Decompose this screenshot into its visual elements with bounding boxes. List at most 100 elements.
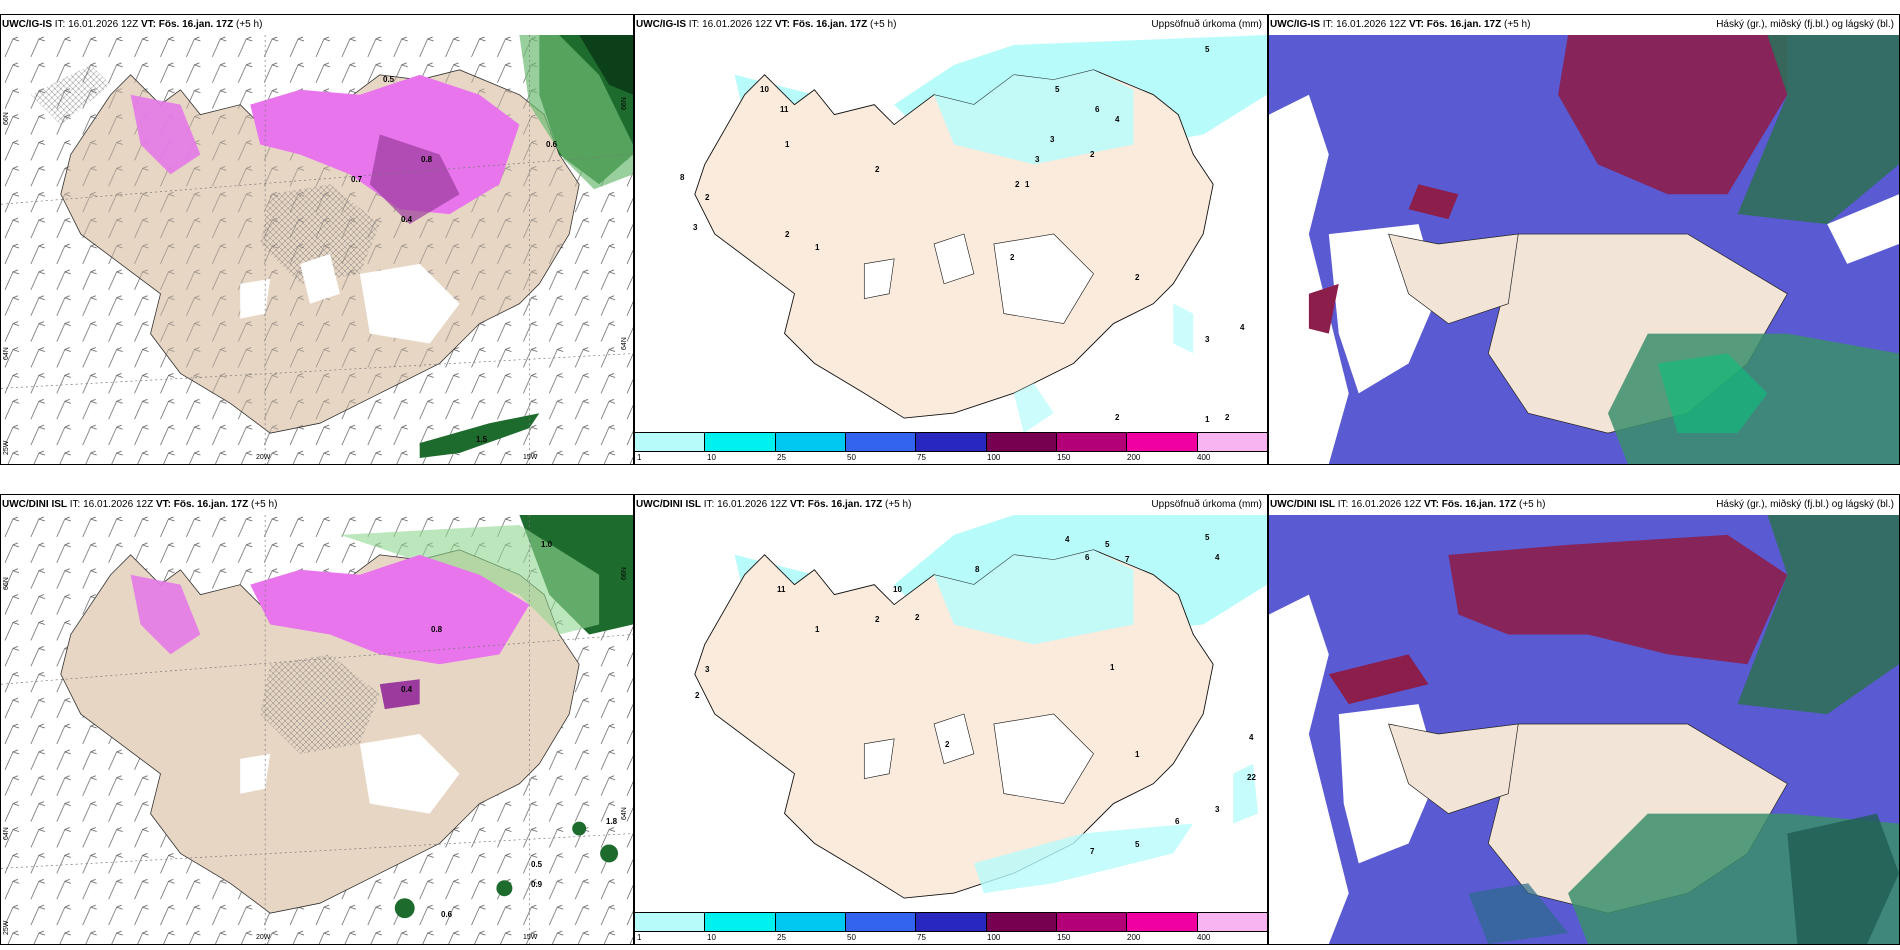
init-time: IT: 16.01.2026 12Z: [69, 499, 154, 510]
lon-label-20: 20W: [256, 934, 271, 941]
precip-value: 2: [1135, 273, 1140, 282]
colorbar-tick: 100: [987, 933, 1001, 942]
colorbar-tick: 50: [847, 453, 856, 462]
lead-time: (+5 h): [1519, 499, 1546, 510]
colorbar-swatch: [986, 433, 1057, 451]
colorbar: [635, 912, 1267, 932]
colorbar-tick: 1: [637, 453, 642, 462]
precip-value: 11: [777, 585, 786, 594]
model-name: UWC/DINI ISL: [1270, 499, 1335, 510]
colorbar: [635, 432, 1267, 452]
map-area: [1, 35, 633, 464]
precip-value: 7: [1125, 555, 1130, 564]
wind-value: 0.7: [351, 175, 363, 184]
lead-time: (+5 h): [1504, 19, 1531, 30]
map-area: [1269, 515, 1899, 944]
wind-value: 1.5: [476, 435, 488, 444]
model-name: UWC/IG-IS: [2, 19, 52, 30]
precip-value: 1: [1110, 663, 1115, 672]
colorbar-swatch: [916, 433, 987, 451]
colorbar-swatch: [635, 913, 706, 931]
model-name: UWC/DINI ISL: [636, 499, 701, 510]
precip-value: 22: [1247, 773, 1256, 782]
wind-value: 0.6: [546, 140, 558, 149]
model-name: UWC/DINI ISL: [2, 499, 67, 510]
precip-value: 5: [1205, 45, 1210, 54]
lead-time: (+5 h): [251, 499, 278, 510]
colorbar-ticks: 1 10 25 50 75 100 150 200 400: [635, 932, 1267, 944]
panel-title: UWC/DINI ISL IT: 16.01.2026 12Z VT: Fös.…: [636, 499, 911, 510]
precip-value: 5: [1135, 840, 1140, 849]
colorbar-tick: 400: [1197, 453, 1211, 462]
lon-label-15: 15W: [523, 454, 538, 461]
precip-value: 2: [785, 230, 790, 239]
panel-title: UWC/DINI ISL IT: 16.01.2026 12Z VT: Fös.…: [1270, 499, 1545, 510]
wind-value: 0.8: [421, 155, 433, 164]
lat-label-66-right: 66N: [621, 567, 628, 580]
precip-value: 6: [1085, 553, 1090, 562]
panel-wind-top: UWC/IG-IS IT: 16.01.2026 12Z VT: Fös. 16…: [0, 14, 634, 465]
lat-label-66: 66N: [3, 577, 10, 590]
colorbar-swatch: [775, 913, 846, 931]
precip-value: 2: [945, 740, 950, 749]
colorbar-tick: 75: [917, 933, 926, 942]
precip-value: 6: [1175, 817, 1180, 826]
precip-value: 2: [1010, 253, 1015, 262]
precip-value: 2: [1115, 413, 1120, 422]
vt-label: VT:: [789, 499, 805, 510]
precip-value: 8: [975, 565, 980, 574]
precip-value: 3: [1215, 805, 1220, 814]
colorbar-swatch: [845, 433, 917, 451]
lon-label-20: 20W: [256, 454, 271, 461]
valid-time: Fös. 16.jan. 17Z: [1426, 19, 1502, 30]
wind-value: 0.5: [531, 860, 543, 869]
wind-value: 1.0: [541, 540, 553, 549]
init-time: IT: 16.01.2026 12Z: [688, 19, 773, 30]
colorbar-swatch: [1197, 433, 1267, 451]
lat-label-66: 66N: [3, 112, 10, 125]
colorbar-tick: 100: [987, 453, 1001, 462]
valid-time: Fös. 16.jan. 17Z: [173, 499, 249, 510]
model-name: UWC/IG-IS: [1270, 19, 1320, 30]
colorbar-swatch: [1127, 913, 1198, 931]
colorbar-tick: 50: [847, 933, 856, 942]
panel-variable-label: Háský (gr.), miðský (fj.bl.) og lágský (…: [1716, 499, 1894, 510]
colorbar-swatch: [1127, 433, 1198, 451]
precip-value: 3: [1205, 335, 1210, 344]
precip-value: 4: [1240, 323, 1245, 332]
colorbar-tick: 400: [1197, 933, 1211, 942]
lon-label-25: 25W: [3, 920, 10, 935]
panel-variable-label: Háský (gr.), miðský (fj.bl.) og lágský (…: [1716, 19, 1894, 30]
precip-value: 1: [1205, 415, 1210, 424]
colorbar-tick: 25: [777, 933, 786, 942]
precip-value: 2: [695, 691, 700, 700]
precip-value: 4: [1249, 733, 1254, 742]
precip-value: 10: [760, 85, 769, 94]
precip-value: 4: [1065, 535, 1070, 544]
lead-time: (+5 h): [885, 499, 912, 510]
precip-value: 1: [815, 243, 820, 252]
lat-label-64-right: 64N: [621, 807, 628, 820]
precip-value: 2: [705, 193, 710, 202]
vt-label: VT:: [140, 19, 156, 30]
panel-title: UWC/IG-IS IT: 16.01.2026 12Z VT: Fös. 16…: [1270, 19, 1530, 30]
colorbar-tick: 150: [1057, 933, 1071, 942]
panel-precip-top: UWC/IG-IS IT: 16.01.2026 12Z VT: Fös. 16…: [634, 14, 1268, 465]
panel-wind-bottom: UWC/DINI ISL IT: 16.01.2026 12Z VT: Fös.…: [0, 494, 634, 945]
panel-title: UWC/IG-IS IT: 16.01.2026 12Z VT: Fös. 16…: [636, 19, 896, 30]
panel-variable-label: Uppsöfnuð úrkoma (mm): [1151, 19, 1262, 30]
precip-value: 1: [1135, 750, 1140, 759]
wind-value: 0.8: [431, 625, 443, 634]
colorbar-swatch: [845, 913, 917, 931]
panel-title: UWC/IG-IS IT: 16.01.2026 12Z VT: Fös. 16…: [2, 19, 262, 30]
precip-value: 6: [1095, 105, 1100, 114]
colorbar-ticks: 1 10 25 50 75 100 150 200 400: [635, 452, 1267, 464]
lead-time: (+5 h): [870, 19, 897, 30]
init-time: IT: 16.01.2026 12Z: [1322, 19, 1407, 30]
init-time: IT: 16.01.2026 12Z: [703, 499, 788, 510]
init-time: IT: 16.01.2026 12Z: [54, 19, 139, 30]
precip-value: 3: [693, 223, 698, 232]
panel-precip-bottom: UWC/DINI ISL IT: 16.01.2026 12Z VT: Fös.…: [634, 494, 1268, 945]
colorbar-swatch: [635, 433, 706, 451]
wind-value: 0.5: [383, 75, 395, 84]
